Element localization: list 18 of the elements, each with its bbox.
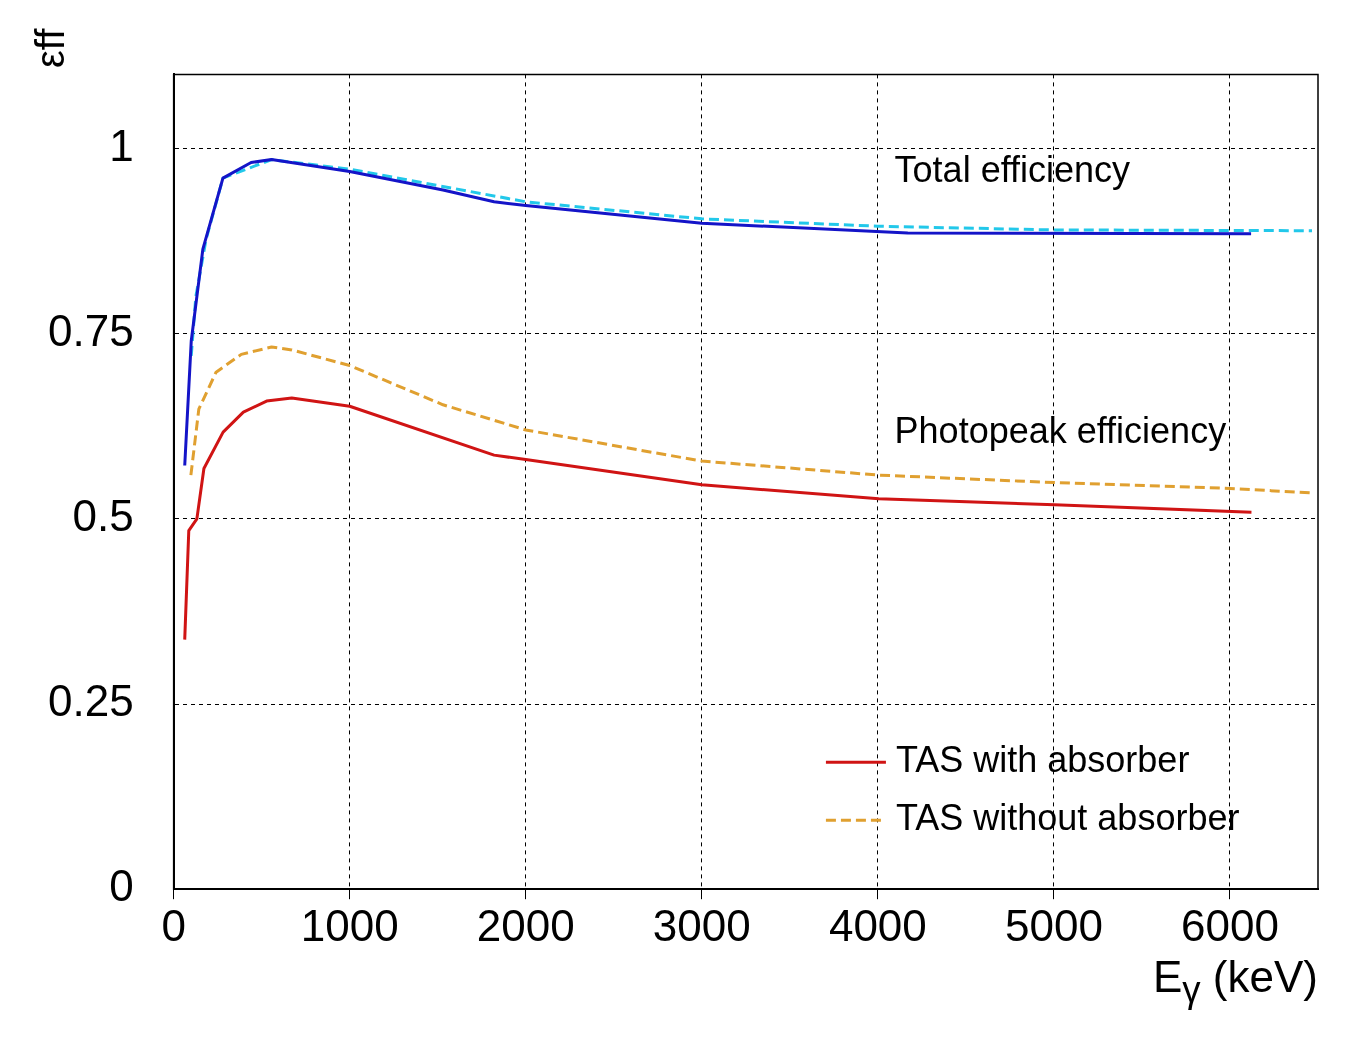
- x-tick-label: 6000: [1181, 900, 1279, 950]
- x-axis-title: E$_{γ}$ (keV): [1152, 952, 1318, 1011]
- x-tick-label: 0: [161, 900, 186, 950]
- annotation: Photopeak efficiency: [894, 409, 1227, 451]
- x-tick-label: 4000: [828, 900, 927, 950]
- x-tick-label: 3000: [652, 900, 751, 950]
- legend-label: TAS without absorber: [895, 797, 1240, 839]
- x-tick-label: 5000: [1004, 900, 1103, 950]
- y-tick-label: 0.75: [48, 305, 134, 355]
- y-tick-label: 0.5: [72, 490, 134, 540]
- y-axis-title: εff: [28, 28, 73, 68]
- x-tick-label: 2000: [476, 900, 575, 950]
- y-tick-label: 1: [109, 120, 134, 170]
- y-tick-label: 0: [109, 861, 134, 911]
- annotation: Total efficiency: [894, 149, 1131, 191]
- x-tick-label: 1000: [300, 900, 399, 950]
- legend-label: TAS with absorber: [895, 739, 1190, 781]
- y-tick-label: 0.25: [48, 676, 134, 726]
